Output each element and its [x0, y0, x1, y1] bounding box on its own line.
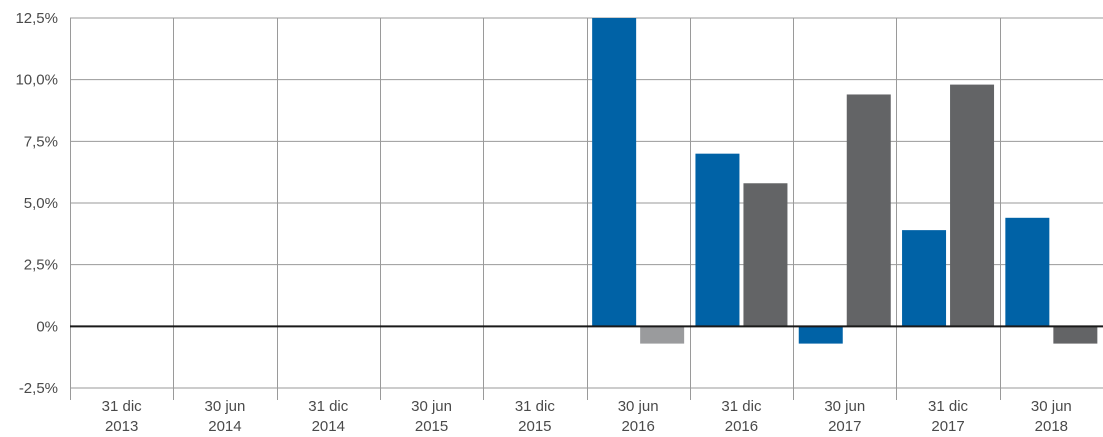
x-tick-label-line2: 2015: [518, 418, 551, 435]
x-tick-label-line2: 2018: [1035, 418, 1068, 435]
y-tick-label: 0%: [36, 318, 58, 335]
y-tick-label: -2,5%: [19, 380, 58, 397]
x-tick-label-line1: 30 jun: [1031, 398, 1072, 415]
bar-series2: [640, 326, 685, 344]
x-axis-labels: 31 dic 2013 30 jun 2014 31 dic 2014 30 jun 2015…: [102, 398, 1072, 435]
x-tick-label: 30 jun 2014: [205, 398, 246, 435]
bar-series2: [846, 94, 891, 327]
x-tick-label-line1: 31 dic: [721, 398, 762, 415]
bar-series2: [1053, 326, 1098, 344]
x-tick-label: 31 dic 2017: [928, 398, 969, 435]
x-tick-label: 30 jun 2017: [824, 398, 865, 435]
x-tick-label-line2: 2015: [415, 418, 448, 435]
x-tick-label-line2: 2014: [208, 418, 241, 435]
bar-series1: [798, 326, 843, 344]
grid-layer: [70, 17, 1103, 400]
x-tick-label: 31 dic 2013: [102, 398, 143, 435]
x-tick-label-line1: 30 jun: [205, 398, 246, 415]
bar-series1: [695, 153, 740, 327]
x-tick-label-line1: 30 jun: [824, 398, 865, 415]
x-tick-label-line1: 31 dic: [515, 398, 556, 415]
x-tick-label-line1: 31 dic: [308, 398, 349, 415]
y-tick-label: 5,0%: [24, 195, 58, 212]
y-axis-ticks: 12,5% 10,0% 7,5% 5,0% 2,5% 0% -2,5%: [15, 10, 58, 397]
y-tick-label: 12,5%: [15, 10, 58, 27]
y-tick-label: 7,5%: [24, 133, 58, 150]
bar-series2: [950, 84, 995, 327]
x-tick-label-line2: 2016: [621, 418, 654, 435]
bar-series1: [592, 18, 637, 327]
x-tick-label: 30 jun 2016: [618, 398, 659, 435]
bar-series1: [902, 230, 947, 327]
x-tick-label-line1: 31 dic: [102, 398, 143, 415]
y-tick-label: 10,0%: [15, 72, 58, 89]
bars-layer: [592, 18, 1098, 344]
x-tick-label: 30 jun 2015: [411, 398, 452, 435]
y-tick-label: 2,5%: [24, 257, 58, 274]
x-tick-label-line2: 2014: [312, 418, 345, 435]
x-tick-label-line2: 2016: [725, 418, 758, 435]
bar-series2: [743, 183, 788, 327]
x-tick-label-line2: 2013: [105, 418, 138, 435]
x-tick-label-line1: 30 jun: [618, 398, 659, 415]
x-tick-label: 31 dic 2015: [515, 398, 556, 435]
x-tick-label-line1: 31 dic: [928, 398, 969, 415]
bar-series1: [1005, 217, 1050, 327]
x-tick-label-line2: 2017: [931, 418, 964, 435]
x-tick-label-line2: 2017: [828, 418, 861, 435]
x-tick-label: 31 dic 2014: [308, 398, 349, 435]
x-tick-label-line1: 30 jun: [411, 398, 452, 415]
x-tick-label: 31 dic 2016: [721, 398, 762, 435]
x-tick-label: 30 jun 2018: [1031, 398, 1072, 435]
